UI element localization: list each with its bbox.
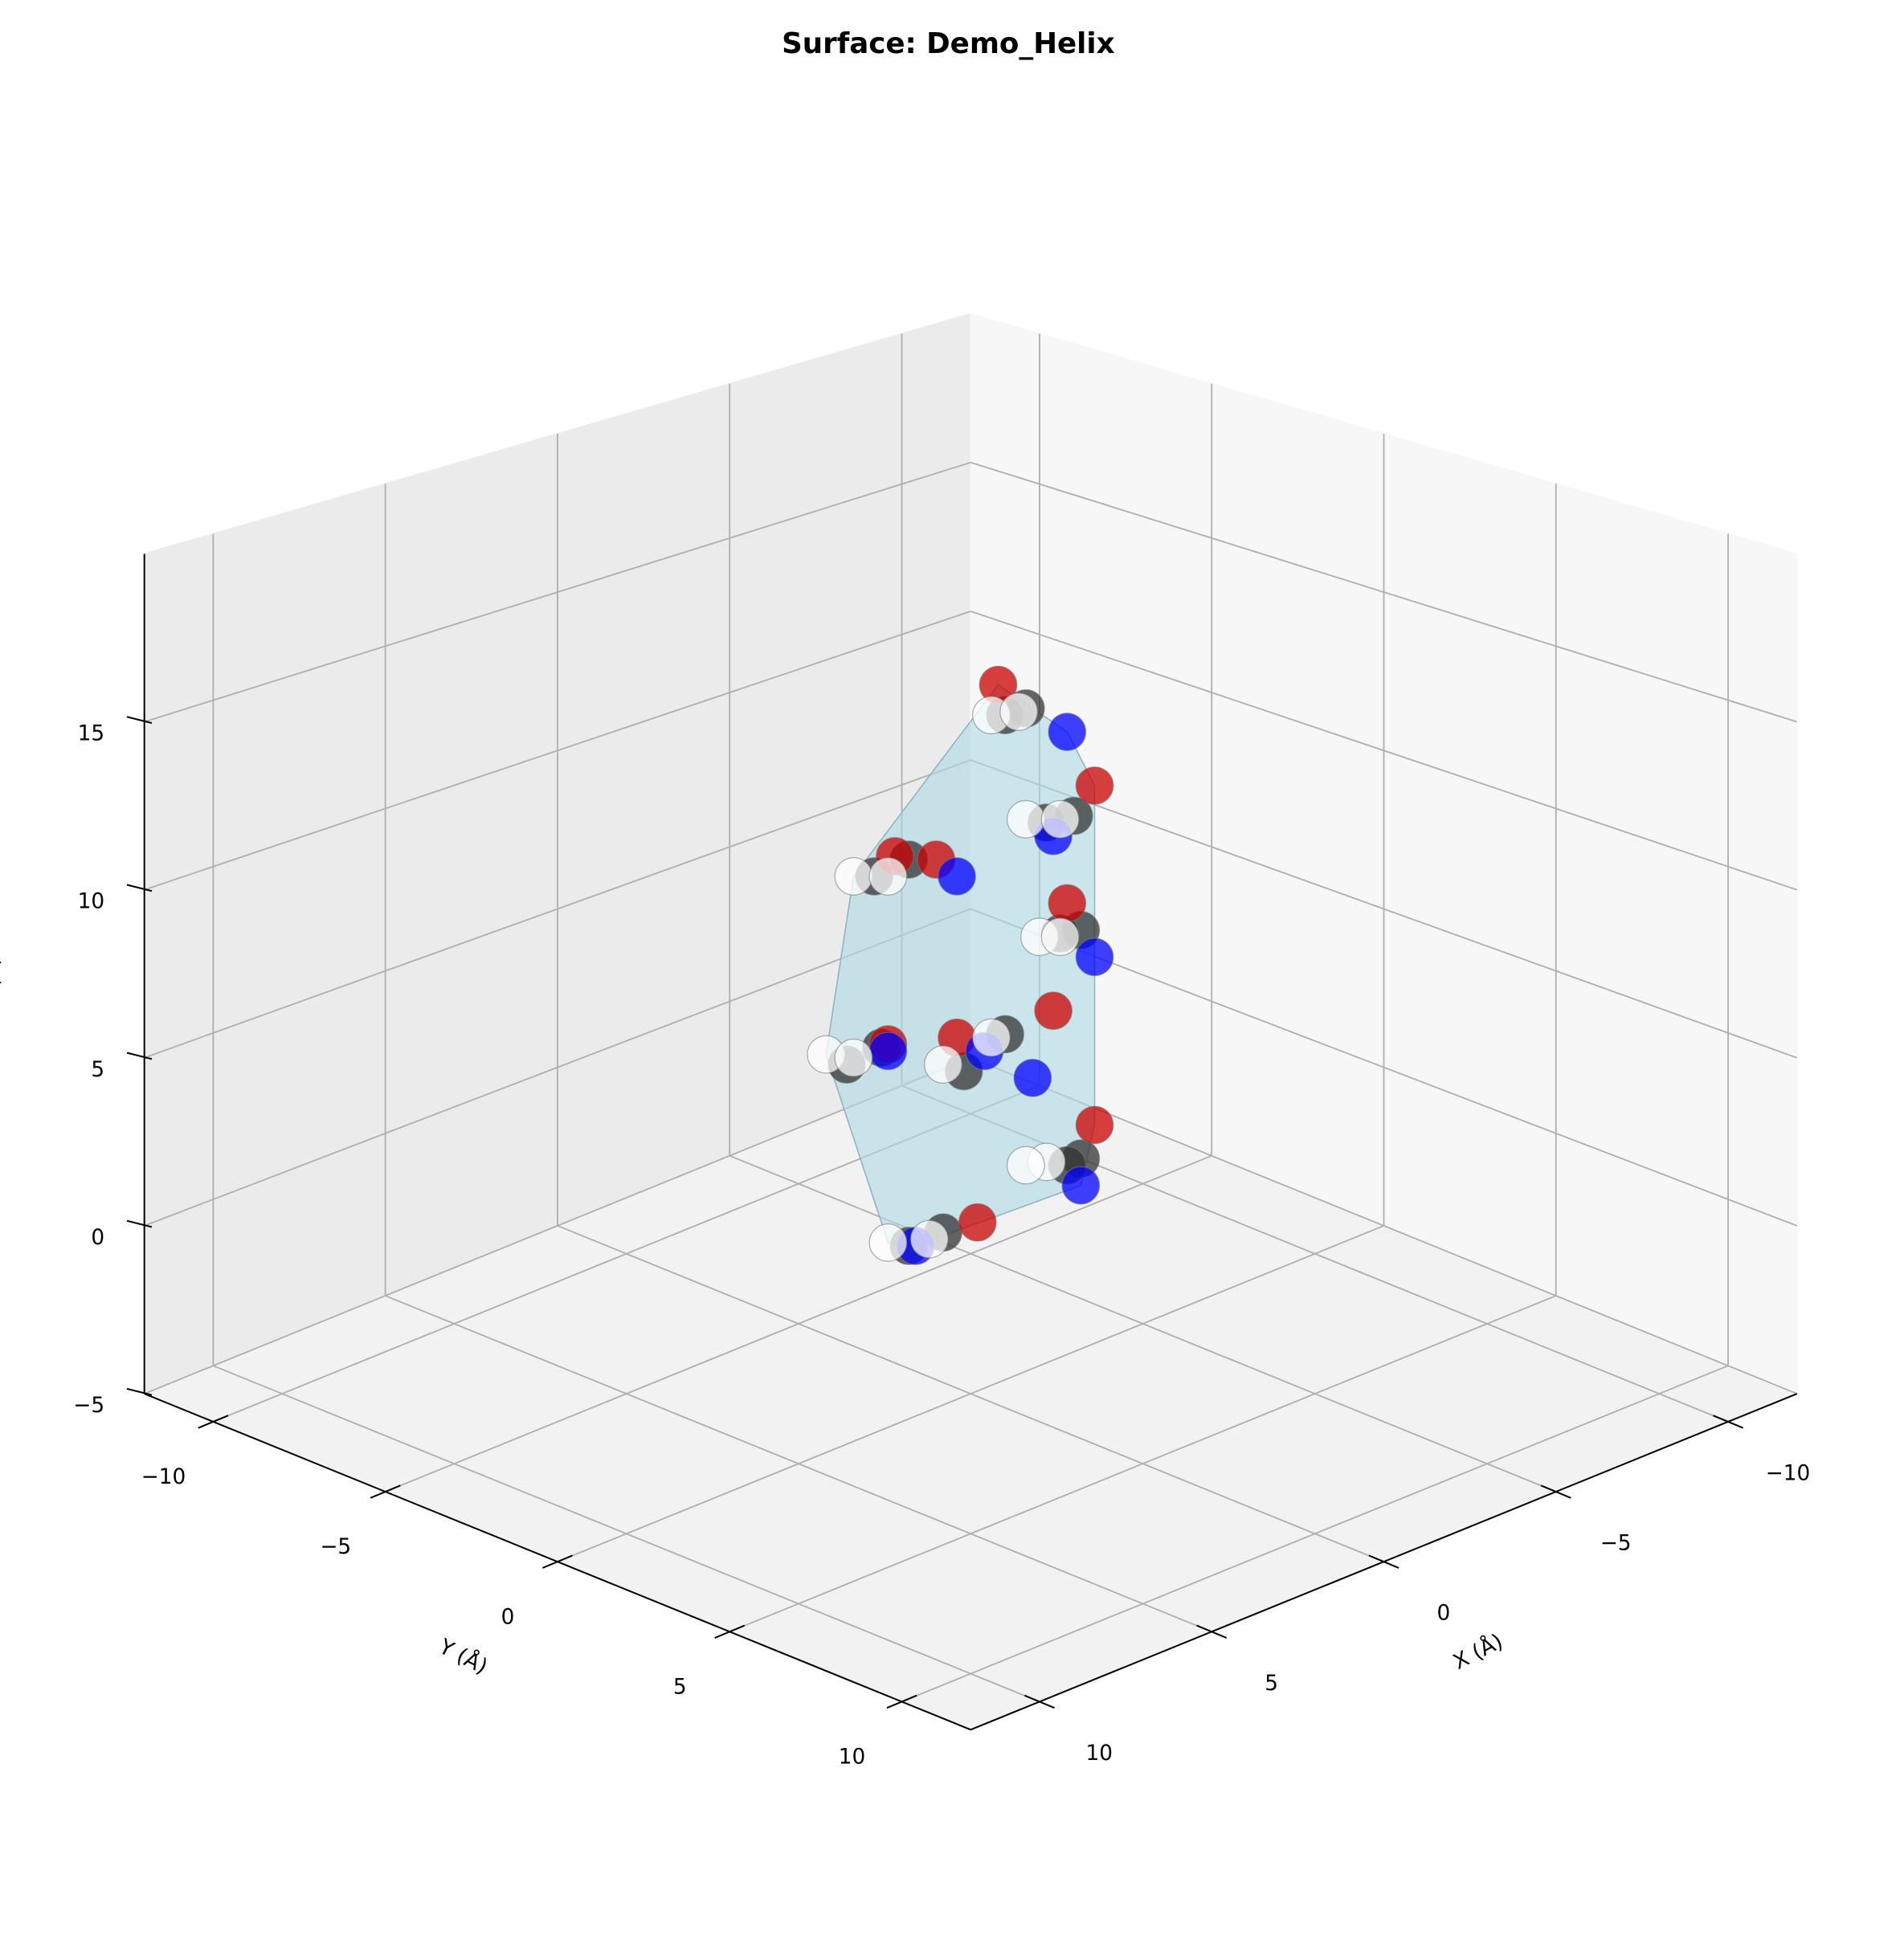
atom <box>1007 1145 1045 1185</box>
z-tick-label: −5 <box>73 1394 104 1418</box>
grid-line <box>901 1365 1729 1703</box>
atom <box>1007 800 1045 839</box>
z-tick-label: 5 <box>91 1058 104 1082</box>
atom <box>1075 937 1114 977</box>
y-tick-label: 5 <box>673 1676 687 1700</box>
z-tick-label: 15 <box>78 722 105 746</box>
atom <box>909 1219 949 1259</box>
atom <box>958 1203 997 1242</box>
z-tick <box>126 1219 153 1228</box>
x-tick-label: 10 <box>1086 1742 1113 1766</box>
atom <box>868 1223 908 1262</box>
grid-line <box>729 1295 1557 1633</box>
x-tick-label: 5 <box>1265 1672 1278 1696</box>
marks <box>807 665 1114 1265</box>
grid <box>144 333 1798 1703</box>
grid-line <box>144 1056 971 1394</box>
x-tick-label: −5 <box>1600 1532 1632 1556</box>
y-axis-label: Y (Å) <box>435 1633 492 1680</box>
z-tick <box>126 884 153 892</box>
grid-line <box>970 461 1798 723</box>
atom <box>1075 766 1114 805</box>
z-tick-label: 10 <box>78 890 105 914</box>
z-tick-label: 0 <box>91 1226 104 1250</box>
x-axis-label: X (Å) <box>1448 1628 1506 1675</box>
chart-title: Surface: Demo_Helix <box>782 27 1114 60</box>
y-tick-label: 0 <box>501 1605 515 1629</box>
y-axis-line <box>144 1393 971 1731</box>
z-tick <box>126 1051 153 1060</box>
grid-line <box>144 759 971 1059</box>
atom <box>834 1038 873 1077</box>
atom <box>1040 800 1080 839</box>
axes: −10 −5 0 5 10 −10 −5 0 5 10 −5 0 5 10 15 <box>73 553 1811 1770</box>
grid-line <box>970 759 1798 1059</box>
atom <box>999 692 1039 731</box>
atom <box>1013 1059 1052 1097</box>
x-axis-line <box>970 1393 1798 1731</box>
x-tick-label: −10 <box>1766 1461 1811 1485</box>
z-tick <box>126 1387 153 1396</box>
y-tick-label: −5 <box>320 1535 351 1559</box>
atom <box>1048 884 1087 923</box>
atom <box>1048 713 1087 751</box>
atom <box>868 1031 908 1071</box>
atom <box>834 857 873 896</box>
atom <box>1040 917 1080 957</box>
grid-line <box>557 1225 1384 1563</box>
grid-line <box>385 1154 1212 1492</box>
atom <box>924 1045 962 1084</box>
atom <box>1061 1166 1101 1205</box>
grid-line <box>970 610 1798 891</box>
z-axis-label: Z (Å) <box>0 957 4 1009</box>
y-tick-label: 10 <box>839 1746 866 1770</box>
y-tick-label: −10 <box>141 1465 186 1489</box>
atom <box>938 857 976 896</box>
grid-line <box>144 610 971 891</box>
grid-line <box>144 461 971 723</box>
atom <box>1034 991 1073 1031</box>
atom <box>868 857 908 896</box>
x-tick-label: 0 <box>1436 1602 1450 1626</box>
z-tick <box>126 716 153 725</box>
atom <box>972 1018 1011 1057</box>
atom <box>1075 1105 1114 1145</box>
grid-line <box>144 908 971 1227</box>
